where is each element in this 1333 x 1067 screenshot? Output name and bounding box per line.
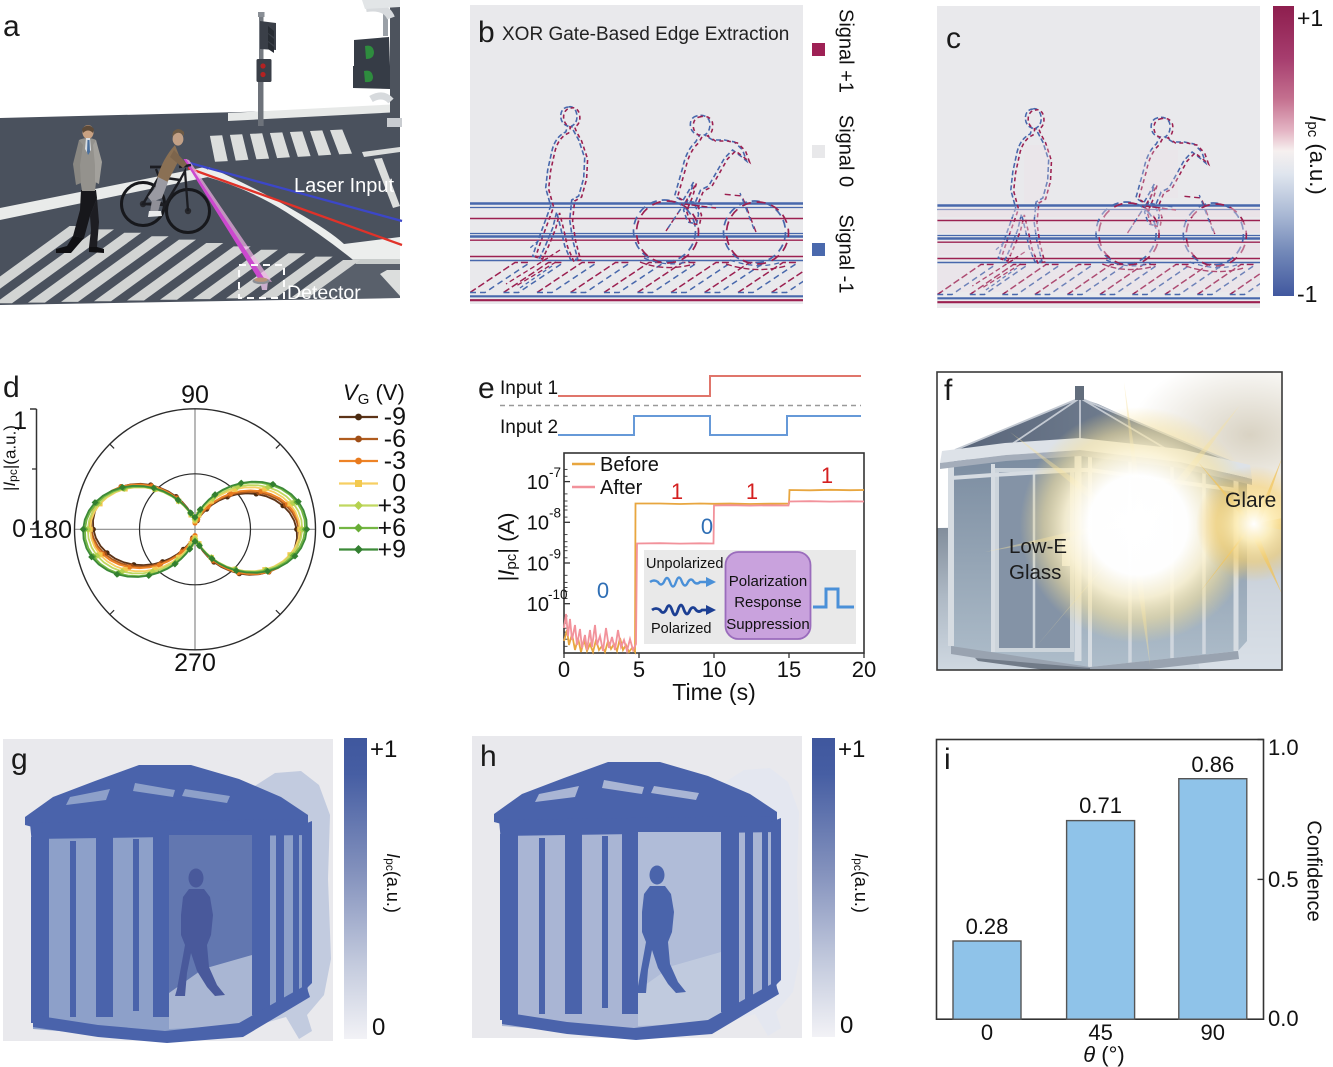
svg-text:15: 15 bbox=[777, 657, 801, 682]
svg-text:Polarized: Polarized bbox=[651, 621, 711, 637]
svg-text:0.86: 0.86 bbox=[1191, 752, 1234, 777]
svg-text:0: 0 bbox=[322, 516, 336, 544]
svg-text:+6: +6 bbox=[377, 514, 406, 542]
svg-text:0: 0 bbox=[372, 1014, 385, 1041]
svg-text:XOR Gate-Based Edge Extraction: XOR Gate-Based Edge Extraction bbox=[502, 24, 789, 45]
svg-text:g: g bbox=[11, 743, 28, 776]
svg-text:180: 180 bbox=[30, 516, 72, 544]
svg-text:|Ipc|(a.u.): |Ipc|(a.u.) bbox=[0, 425, 20, 491]
svg-text:Detector: Detector bbox=[287, 282, 361, 304]
svg-text:20: 20 bbox=[852, 657, 876, 682]
svg-text:Ipc(a.u.): Ipc(a.u.) bbox=[383, 853, 403, 913]
svg-text:-6: -6 bbox=[384, 425, 406, 453]
svg-text:Time (s): Time (s) bbox=[672, 679, 755, 705]
svg-text:+9: +9 bbox=[377, 536, 406, 564]
svg-text:Polarization: Polarization bbox=[729, 573, 807, 590]
svg-text:0.0: 0.0 bbox=[1268, 1006, 1299, 1031]
svg-text:0: 0 bbox=[12, 515, 26, 543]
svg-text:Ipc (a.u.): Ipc (a.u.) bbox=[1304, 115, 1330, 194]
svg-text:1: 1 bbox=[13, 407, 27, 435]
svg-text:c: c bbox=[946, 22, 961, 55]
svg-text:Glass: Glass bbox=[1009, 561, 1061, 584]
svg-text:1: 1 bbox=[821, 463, 833, 488]
svg-text:Input 2: Input 2 bbox=[500, 417, 558, 438]
svg-text:-9: -9 bbox=[549, 546, 561, 561]
svg-text:270: 270 bbox=[174, 649, 216, 677]
svg-text:f: f bbox=[944, 374, 953, 407]
svg-text:90: 90 bbox=[1201, 1020, 1225, 1045]
svg-text:+1: +1 bbox=[370, 736, 397, 763]
svg-text:90: 90 bbox=[181, 381, 209, 409]
svg-text:+3: +3 bbox=[377, 492, 406, 520]
svg-text:Glare: Glare bbox=[1225, 489, 1276, 512]
svg-text:0: 0 bbox=[597, 578, 609, 603]
svg-text:Input 1: Input 1 bbox=[500, 378, 558, 399]
svg-text:Laser Input: Laser Input bbox=[294, 175, 395, 197]
svg-text:1: 1 bbox=[746, 479, 758, 504]
svg-text:10: 10 bbox=[527, 513, 549, 535]
svg-text:+1: +1 bbox=[838, 736, 865, 763]
svg-text:0.28: 0.28 bbox=[966, 914, 1009, 939]
svg-text:10: 10 bbox=[527, 553, 549, 575]
svg-text:After: After bbox=[600, 477, 643, 499]
svg-text:0: 0 bbox=[840, 1012, 853, 1039]
svg-text:Ipc(a.u.): Ipc(a.u.) bbox=[851, 853, 871, 913]
svg-text:0: 0 bbox=[558, 657, 570, 682]
svg-text:+1: +1 bbox=[1297, 5, 1323, 31]
svg-text:i: i bbox=[944, 743, 951, 776]
svg-text:|Ipc| (A): |Ipc| (A) bbox=[494, 513, 520, 582]
svg-text:-8: -8 bbox=[549, 506, 561, 521]
svg-text:Signal 0: Signal 0 bbox=[835, 115, 857, 187]
svg-text:h: h bbox=[480, 740, 497, 773]
svg-text:d: d bbox=[3, 371, 20, 404]
svg-text:10: 10 bbox=[527, 594, 549, 616]
svg-text:10: 10 bbox=[702, 657, 726, 682]
svg-text:10: 10 bbox=[527, 472, 549, 494]
svg-text:-9: -9 bbox=[384, 403, 406, 431]
svg-text:0.71: 0.71 bbox=[1079, 793, 1122, 818]
svg-text:Unpolarized: Unpolarized bbox=[646, 556, 723, 572]
svg-text:1: 1 bbox=[671, 479, 683, 504]
svg-text:0: 0 bbox=[981, 1020, 993, 1045]
svg-text:-7: -7 bbox=[549, 465, 561, 480]
svg-text:a: a bbox=[3, 10, 20, 43]
svg-text:1.0: 1.0 bbox=[1268, 735, 1299, 760]
svg-text:Before: Before bbox=[600, 454, 659, 476]
svg-text:b: b bbox=[478, 16, 495, 49]
svg-text:0.5: 0.5 bbox=[1268, 867, 1299, 892]
svg-text:-3: -3 bbox=[384, 447, 406, 475]
svg-text:e: e bbox=[478, 372, 495, 405]
svg-text:VG (V): VG (V) bbox=[343, 380, 405, 408]
svg-text:Response: Response bbox=[734, 594, 802, 611]
svg-text:Signal -1: Signal -1 bbox=[835, 215, 857, 294]
svg-text:Signal +1: Signal +1 bbox=[835, 9, 857, 93]
svg-text:45: 45 bbox=[1088, 1020, 1112, 1045]
svg-text:-10: -10 bbox=[548, 587, 568, 602]
svg-text:Confidence: Confidence bbox=[1303, 820, 1325, 921]
svg-text:5: 5 bbox=[633, 657, 645, 682]
svg-text:θ (°): θ (°) bbox=[1083, 1042, 1125, 1067]
svg-text:Low-E: Low-E bbox=[1009, 535, 1067, 558]
svg-text:Suppression: Suppression bbox=[726, 616, 809, 633]
svg-text:0: 0 bbox=[701, 514, 713, 539]
svg-text:-1: -1 bbox=[1297, 281, 1317, 307]
svg-text:0: 0 bbox=[392, 470, 406, 498]
